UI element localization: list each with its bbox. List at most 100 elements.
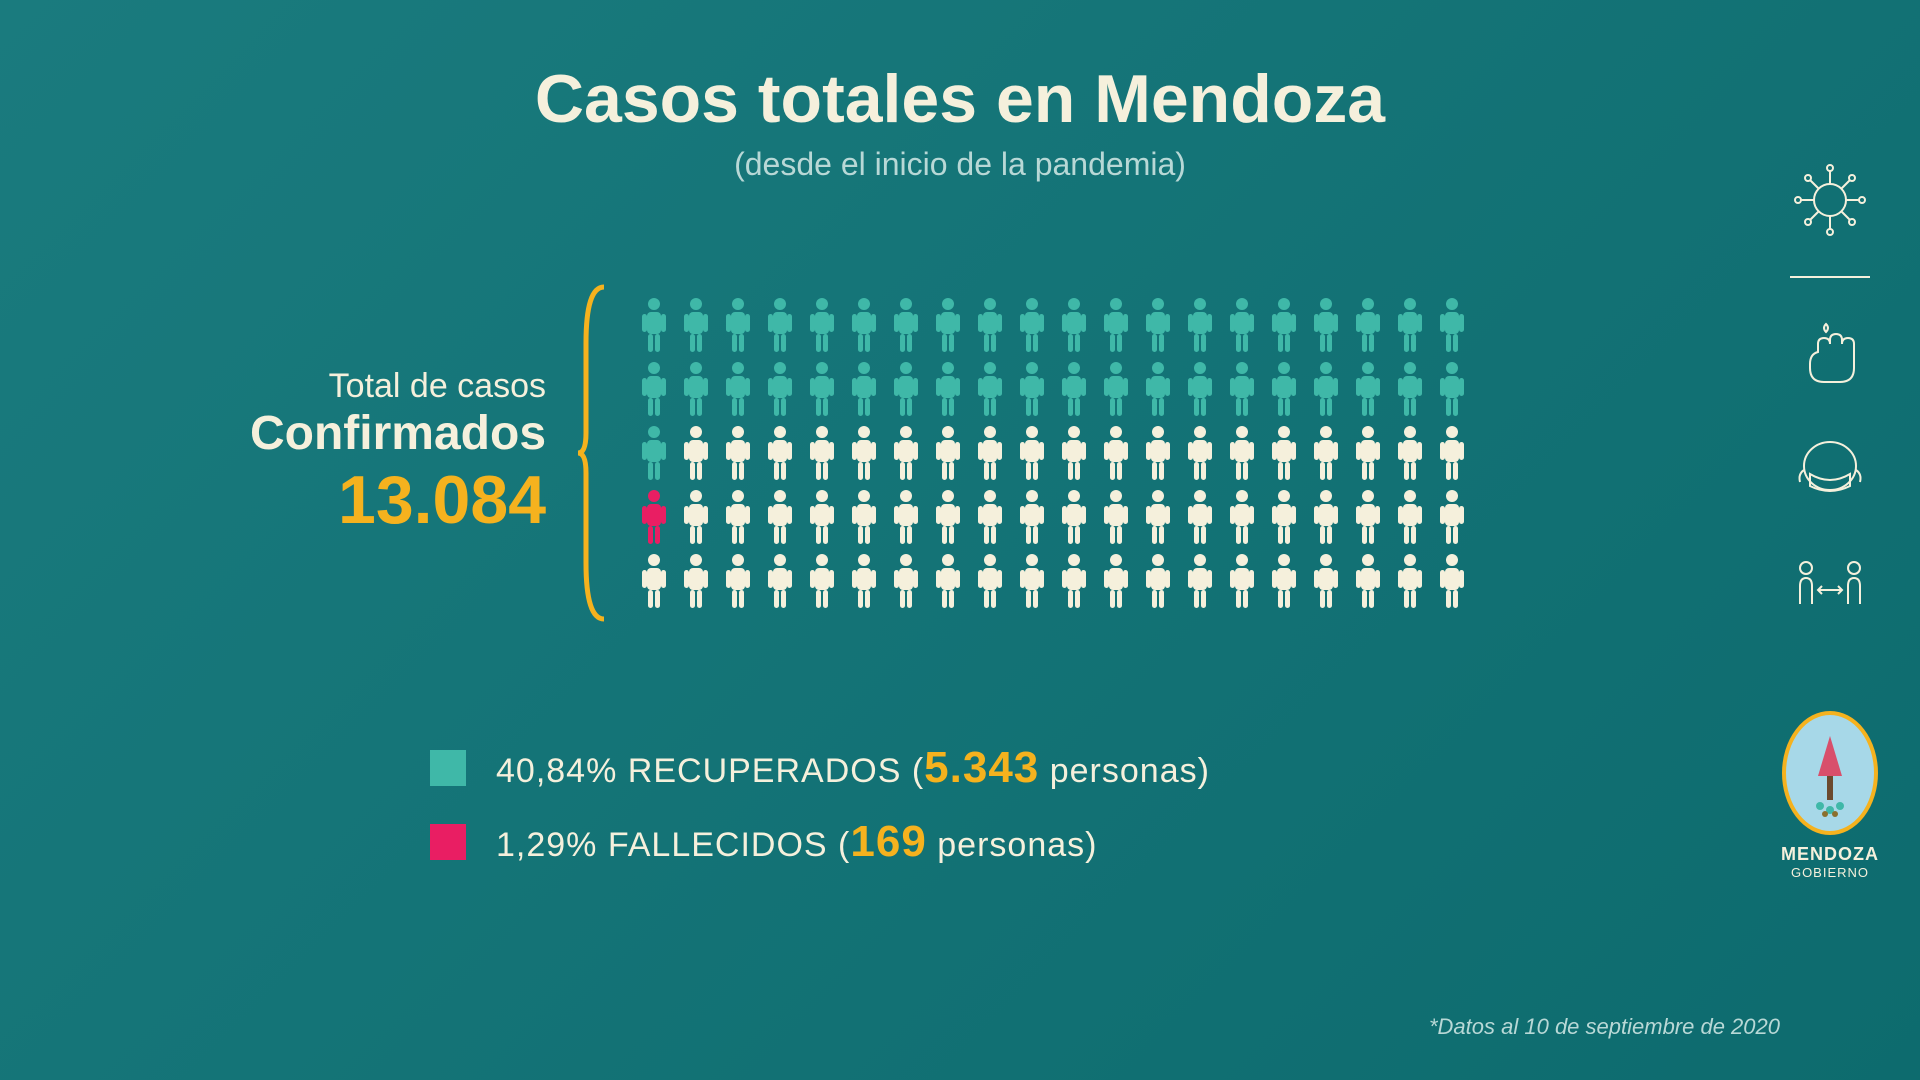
footer-note: *Datos al 10 de septiembre de 2020 (1429, 1014, 1780, 1040)
sidebar-icons (1790, 160, 1870, 626)
logo-badge-icon (1780, 708, 1880, 838)
person-icon (888, 552, 924, 610)
stats-label-confirmed: Confirmados (250, 406, 546, 461)
person-icon (636, 296, 672, 354)
legend-deceased-label: FALLECIDOS (608, 826, 828, 864)
person-icon (1140, 296, 1176, 354)
person-icon (1308, 488, 1344, 546)
virus-icon (1790, 160, 1870, 240)
legend-row-deceased: 1,29% FALLECIDOS (169 personas) (430, 817, 1920, 867)
person-icon (1224, 296, 1260, 354)
logo: MENDOZA GOBIERNO (1780, 708, 1880, 880)
person-icon (1182, 552, 1218, 610)
person-icon (1098, 360, 1134, 418)
person-icon (762, 424, 798, 482)
person-icon (1140, 424, 1176, 482)
stats-number: 13.084 (250, 461, 546, 539)
person-icon (1014, 424, 1050, 482)
person-icon (972, 296, 1008, 354)
legend-deceased-unit: personas (937, 826, 1085, 864)
person-icon (1350, 424, 1386, 482)
person-icon (1182, 424, 1218, 482)
legend-recovered-count: 5.343 (924, 743, 1039, 792)
person-icon (1182, 296, 1218, 354)
person-icon (1434, 424, 1470, 482)
person-icon (972, 424, 1008, 482)
person-icon (1350, 488, 1386, 546)
person-icon (972, 488, 1008, 546)
legend-recovered-label: RECUPERADOS (628, 752, 902, 790)
person-icon (846, 552, 882, 610)
legend-swatch-deceased (430, 824, 466, 860)
person-icon (1266, 552, 1302, 610)
person-icon (1308, 552, 1344, 610)
person-icon (636, 552, 672, 610)
page-subtitle: (desde el inicio de la pandemia) (0, 146, 1920, 183)
person-icon (1014, 360, 1050, 418)
person-icon (1098, 488, 1134, 546)
people-pictogram (636, 296, 1470, 610)
legend-recovered-percent: 40,84% (496, 752, 617, 790)
person-icon (888, 360, 924, 418)
person-icon (1098, 552, 1134, 610)
person-icon (720, 296, 756, 354)
person-icon (1098, 424, 1134, 482)
person-icon (678, 296, 714, 354)
person-icon (1308, 360, 1344, 418)
person-icon (1434, 552, 1470, 610)
person-icon (720, 488, 756, 546)
person-icon (1266, 424, 1302, 482)
legend-swatch-recovered (430, 750, 466, 786)
header: Casos totales en Mendoza (desde el inici… (0, 0, 1920, 183)
handwash-icon (1790, 314, 1870, 394)
person-icon (720, 360, 756, 418)
legend-row-recovered: 40,84% RECUPERADOS (5.343 personas) (430, 743, 1920, 793)
person-icon (1392, 360, 1428, 418)
person-icon (888, 296, 924, 354)
person-icon (804, 360, 840, 418)
sidebar-divider (1790, 276, 1870, 278)
person-icon (1350, 296, 1386, 354)
person-icon (762, 296, 798, 354)
person-icon (1014, 488, 1050, 546)
person-icon (1014, 296, 1050, 354)
person-icon (1266, 488, 1302, 546)
mask-icon (1790, 430, 1870, 510)
person-icon (888, 488, 924, 546)
person-icon (762, 488, 798, 546)
person-icon (1014, 552, 1050, 610)
person-icon (762, 360, 798, 418)
person-icon (930, 552, 966, 610)
legend-recovered-unit: personas (1050, 752, 1198, 790)
logo-text-line1: MENDOZA (1780, 844, 1880, 865)
bracket-icon (576, 283, 606, 623)
person-icon (1224, 488, 1260, 546)
legend-deceased-percent: 1,29% (496, 826, 597, 864)
stats-block: Total de casos Confirmados 13.084 (250, 367, 576, 539)
person-icon (1056, 424, 1092, 482)
person-icon (846, 424, 882, 482)
person-icon (1056, 360, 1092, 418)
person-icon (678, 552, 714, 610)
person-icon (930, 296, 966, 354)
person-icon (1182, 360, 1218, 418)
legend-text-deceased: 1,29% FALLECIDOS (169 personas) (496, 817, 1097, 867)
person-icon (1434, 296, 1470, 354)
person-icon (930, 488, 966, 546)
legend: 40,84% RECUPERADOS (5.343 personas) 1,29… (430, 743, 1920, 867)
stats-label-total: Total de casos (250, 367, 546, 406)
person-icon (1350, 552, 1386, 610)
person-icon (720, 552, 756, 610)
person-icon (804, 552, 840, 610)
person-icon (930, 360, 966, 418)
person-icon (1056, 488, 1092, 546)
person-icon (1224, 424, 1260, 482)
legend-text-recovered: 40,84% RECUPERADOS (5.343 personas) (496, 743, 1210, 793)
person-icon (678, 488, 714, 546)
person-icon (1308, 296, 1344, 354)
person-icon (846, 488, 882, 546)
logo-text-line2: GOBIERNO (1780, 865, 1880, 880)
person-icon (1056, 552, 1092, 610)
person-icon (930, 424, 966, 482)
main-content: Total de casos Confirmados 13.084 (0, 283, 1920, 623)
